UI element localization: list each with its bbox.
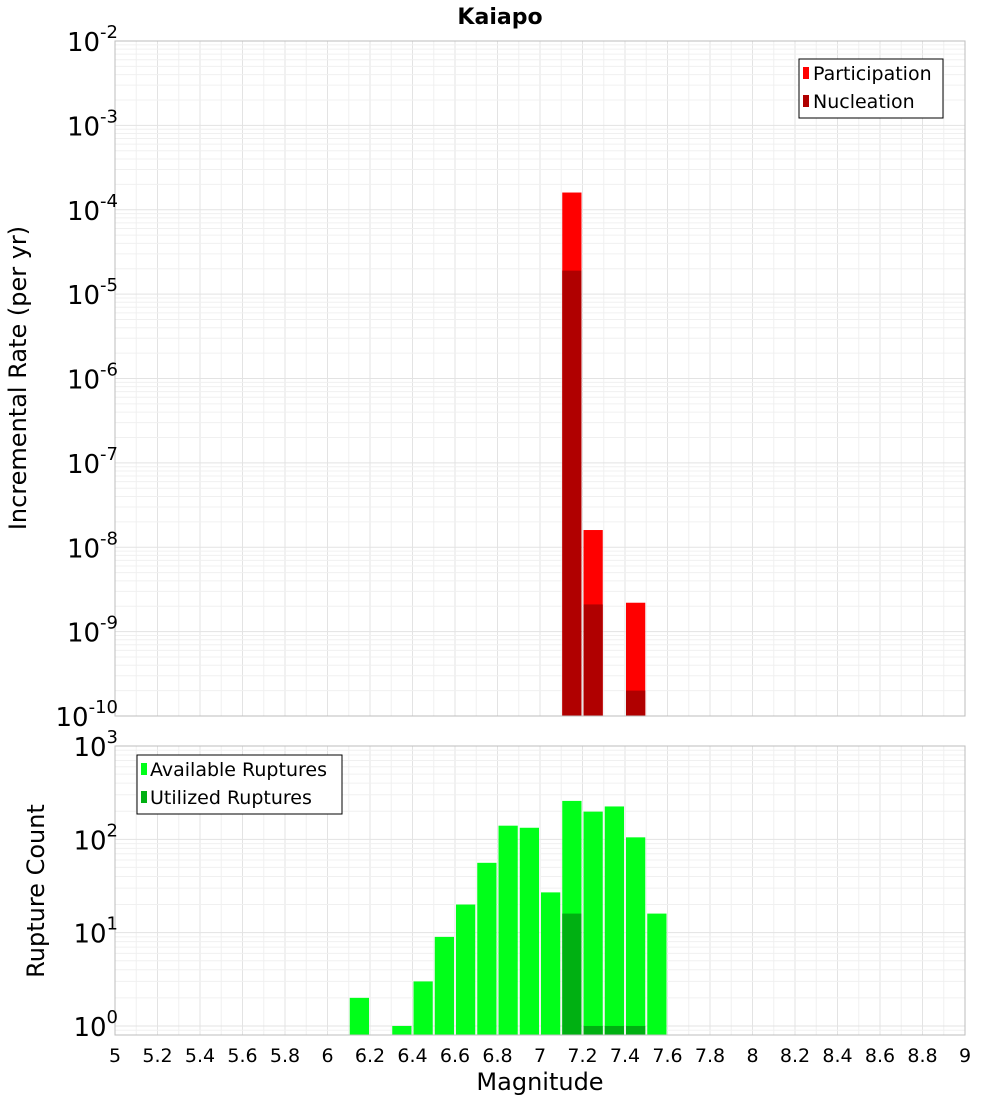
- chart-title: Kaiapo: [457, 5, 542, 30]
- top-bar-nucleation-2: [626, 690, 646, 716]
- bottom-bar-available-ruptures-4: [456, 904, 476, 1035]
- x-tick-label: 5.8: [270, 1045, 300, 1067]
- top-y-axis-label: Incremental Rate (per yr): [4, 226, 32, 530]
- bottom-bar-available-ruptures-10: [583, 811, 603, 1035]
- legend-label-available: Available Ruptures: [150, 759, 327, 781]
- x-tick-label: 6.8: [482, 1045, 512, 1067]
- legend-label-nucleation: Nucleation: [813, 91, 915, 113]
- legend-swatch-participation: [803, 67, 809, 79]
- bottom-bar-available-ruptures-0: [349, 997, 369, 1035]
- bottom-y-tick-label: 101: [73, 914, 118, 950]
- legend-label-utilized: Utilized Ruptures: [150, 787, 312, 809]
- bottom-bar-utilized-ruptures-2: [604, 1025, 624, 1035]
- x-tick-label: 5.2: [142, 1045, 172, 1067]
- top-bar-nucleation-1: [583, 604, 603, 716]
- top-y-tick-label: 10-4: [67, 191, 118, 227]
- x-tick-labels: 5 5.2 5.4 5.6 5.8 6 6.2 6.4 6.6 6.8 7 7.2 7.4 7.6 7.8 8…: [109, 1045, 971, 1067]
- bottom-bars: [349, 800, 667, 1035]
- top-plot-frame: [114, 40, 966, 717]
- bottom-bar-available-ruptures-7: [519, 827, 539, 1035]
- top-y-tick-label: 10-9: [67, 613, 118, 649]
- x-tick-label: 8.4: [822, 1045, 852, 1067]
- bottom-legend-box: [136, 754, 343, 815]
- bottom-bar-utilized-ruptures-3: [626, 1025, 646, 1035]
- bottom-bar-available-ruptures-5: [477, 862, 497, 1035]
- top-legend: Participation Nucleation: [798, 58, 944, 119]
- bottom-bar-available-ruptures-8: [541, 892, 561, 1035]
- legend-label-participation: Participation: [813, 63, 932, 85]
- bottom-plot-frame: [114, 745, 966, 1036]
- x-tick-label: 8.6: [865, 1045, 895, 1067]
- x-tick-label: 7.6: [652, 1045, 682, 1067]
- top-bar-participation-2: [626, 602, 646, 716]
- top-panel-rate: 10-10 10-9 10-8 10-7 10-6 10-5 10-4 10-3 10-2 In…: [4, 22, 966, 733]
- x-tick-label: 8: [746, 1045, 758, 1067]
- bottom-y-tick-label: 103: [73, 727, 118, 763]
- bottom-bar-available-ruptures-2: [413, 981, 433, 1035]
- top-y-tick-label: 10-8: [67, 528, 118, 564]
- x-tick-label: 7.4: [610, 1045, 640, 1067]
- x-tick-label: 7: [534, 1045, 546, 1067]
- x-tick-label: 5: [109, 1045, 121, 1067]
- bottom-bar-available-ruptures-13: [647, 913, 667, 1035]
- bottom-bar-available-ruptures-12: [626, 837, 646, 1035]
- x-axis-label: Magnitude: [476, 1068, 603, 1096]
- top-y-tick-label: 10-10: [56, 697, 119, 733]
- bottom-bar-utilized-ruptures-0: [562, 913, 582, 1035]
- top-y-tick-label: 10-7: [67, 444, 118, 480]
- top-bar-nucleation-0: [562, 270, 582, 716]
- bottom-legend: Available Ruptures Utilized Ruptures: [136, 754, 343, 815]
- top-y-tick-label: 10-5: [67, 275, 118, 311]
- bottom-y-tick-label: 102: [73, 820, 118, 856]
- top-y-tick-label: 10-2: [67, 22, 118, 58]
- legend-swatch-utilized: [141, 791, 147, 803]
- top-y-tick-label: 10-6: [67, 360, 118, 396]
- bottom-bar-available-ruptures-1: [392, 1025, 412, 1035]
- x-tick-label: 8.2: [780, 1045, 810, 1067]
- legend-swatch-nucleation: [803, 95, 809, 107]
- x-tick-label: 6.6: [440, 1045, 470, 1067]
- x-tick-label: 6: [321, 1045, 333, 1067]
- x-tick-label: 7.8: [695, 1045, 725, 1067]
- top-y-tick-labels: 10-10 10-9 10-8 10-7 10-6 10-5 10-4 10-3 10-2: [56, 22, 119, 733]
- bottom-panel-count: 100 101 102 103 5 5.2 5.4 5.6 5.8 6 6.2 6.4 6.6 6.8 7…: [22, 727, 971, 1096]
- bottom-bar-utilized-ruptures-1: [583, 1025, 603, 1035]
- x-tick-label: 5.6: [227, 1045, 257, 1067]
- bottom-bar-available-ruptures-3: [434, 936, 454, 1035]
- x-tick-label: 5.4: [185, 1045, 215, 1067]
- x-tick-label: 6.4: [397, 1045, 427, 1067]
- bottom-y-tick-labels: 100 101 102 103: [73, 727, 118, 1043]
- top-bars: [562, 192, 646, 717]
- bottom-y-axis-label: Rupture Count: [22, 804, 50, 978]
- top-y-tick-label: 10-3: [67, 106, 118, 142]
- x-tick-label: 8.8: [907, 1045, 937, 1067]
- legend-swatch-available: [141, 763, 147, 775]
- top-grid: [114, 40, 966, 717]
- bottom-y-tick-label: 100: [73, 1007, 118, 1043]
- top-legend-box: [798, 58, 944, 119]
- bottom-bar-available-ruptures-11: [604, 806, 624, 1035]
- bottom-bar-available-ruptures-6: [498, 825, 518, 1035]
- x-tick-label: 6.2: [355, 1045, 385, 1067]
- x-tick-label: 9: [959, 1045, 971, 1067]
- x-tick-label: 7.2: [567, 1045, 597, 1067]
